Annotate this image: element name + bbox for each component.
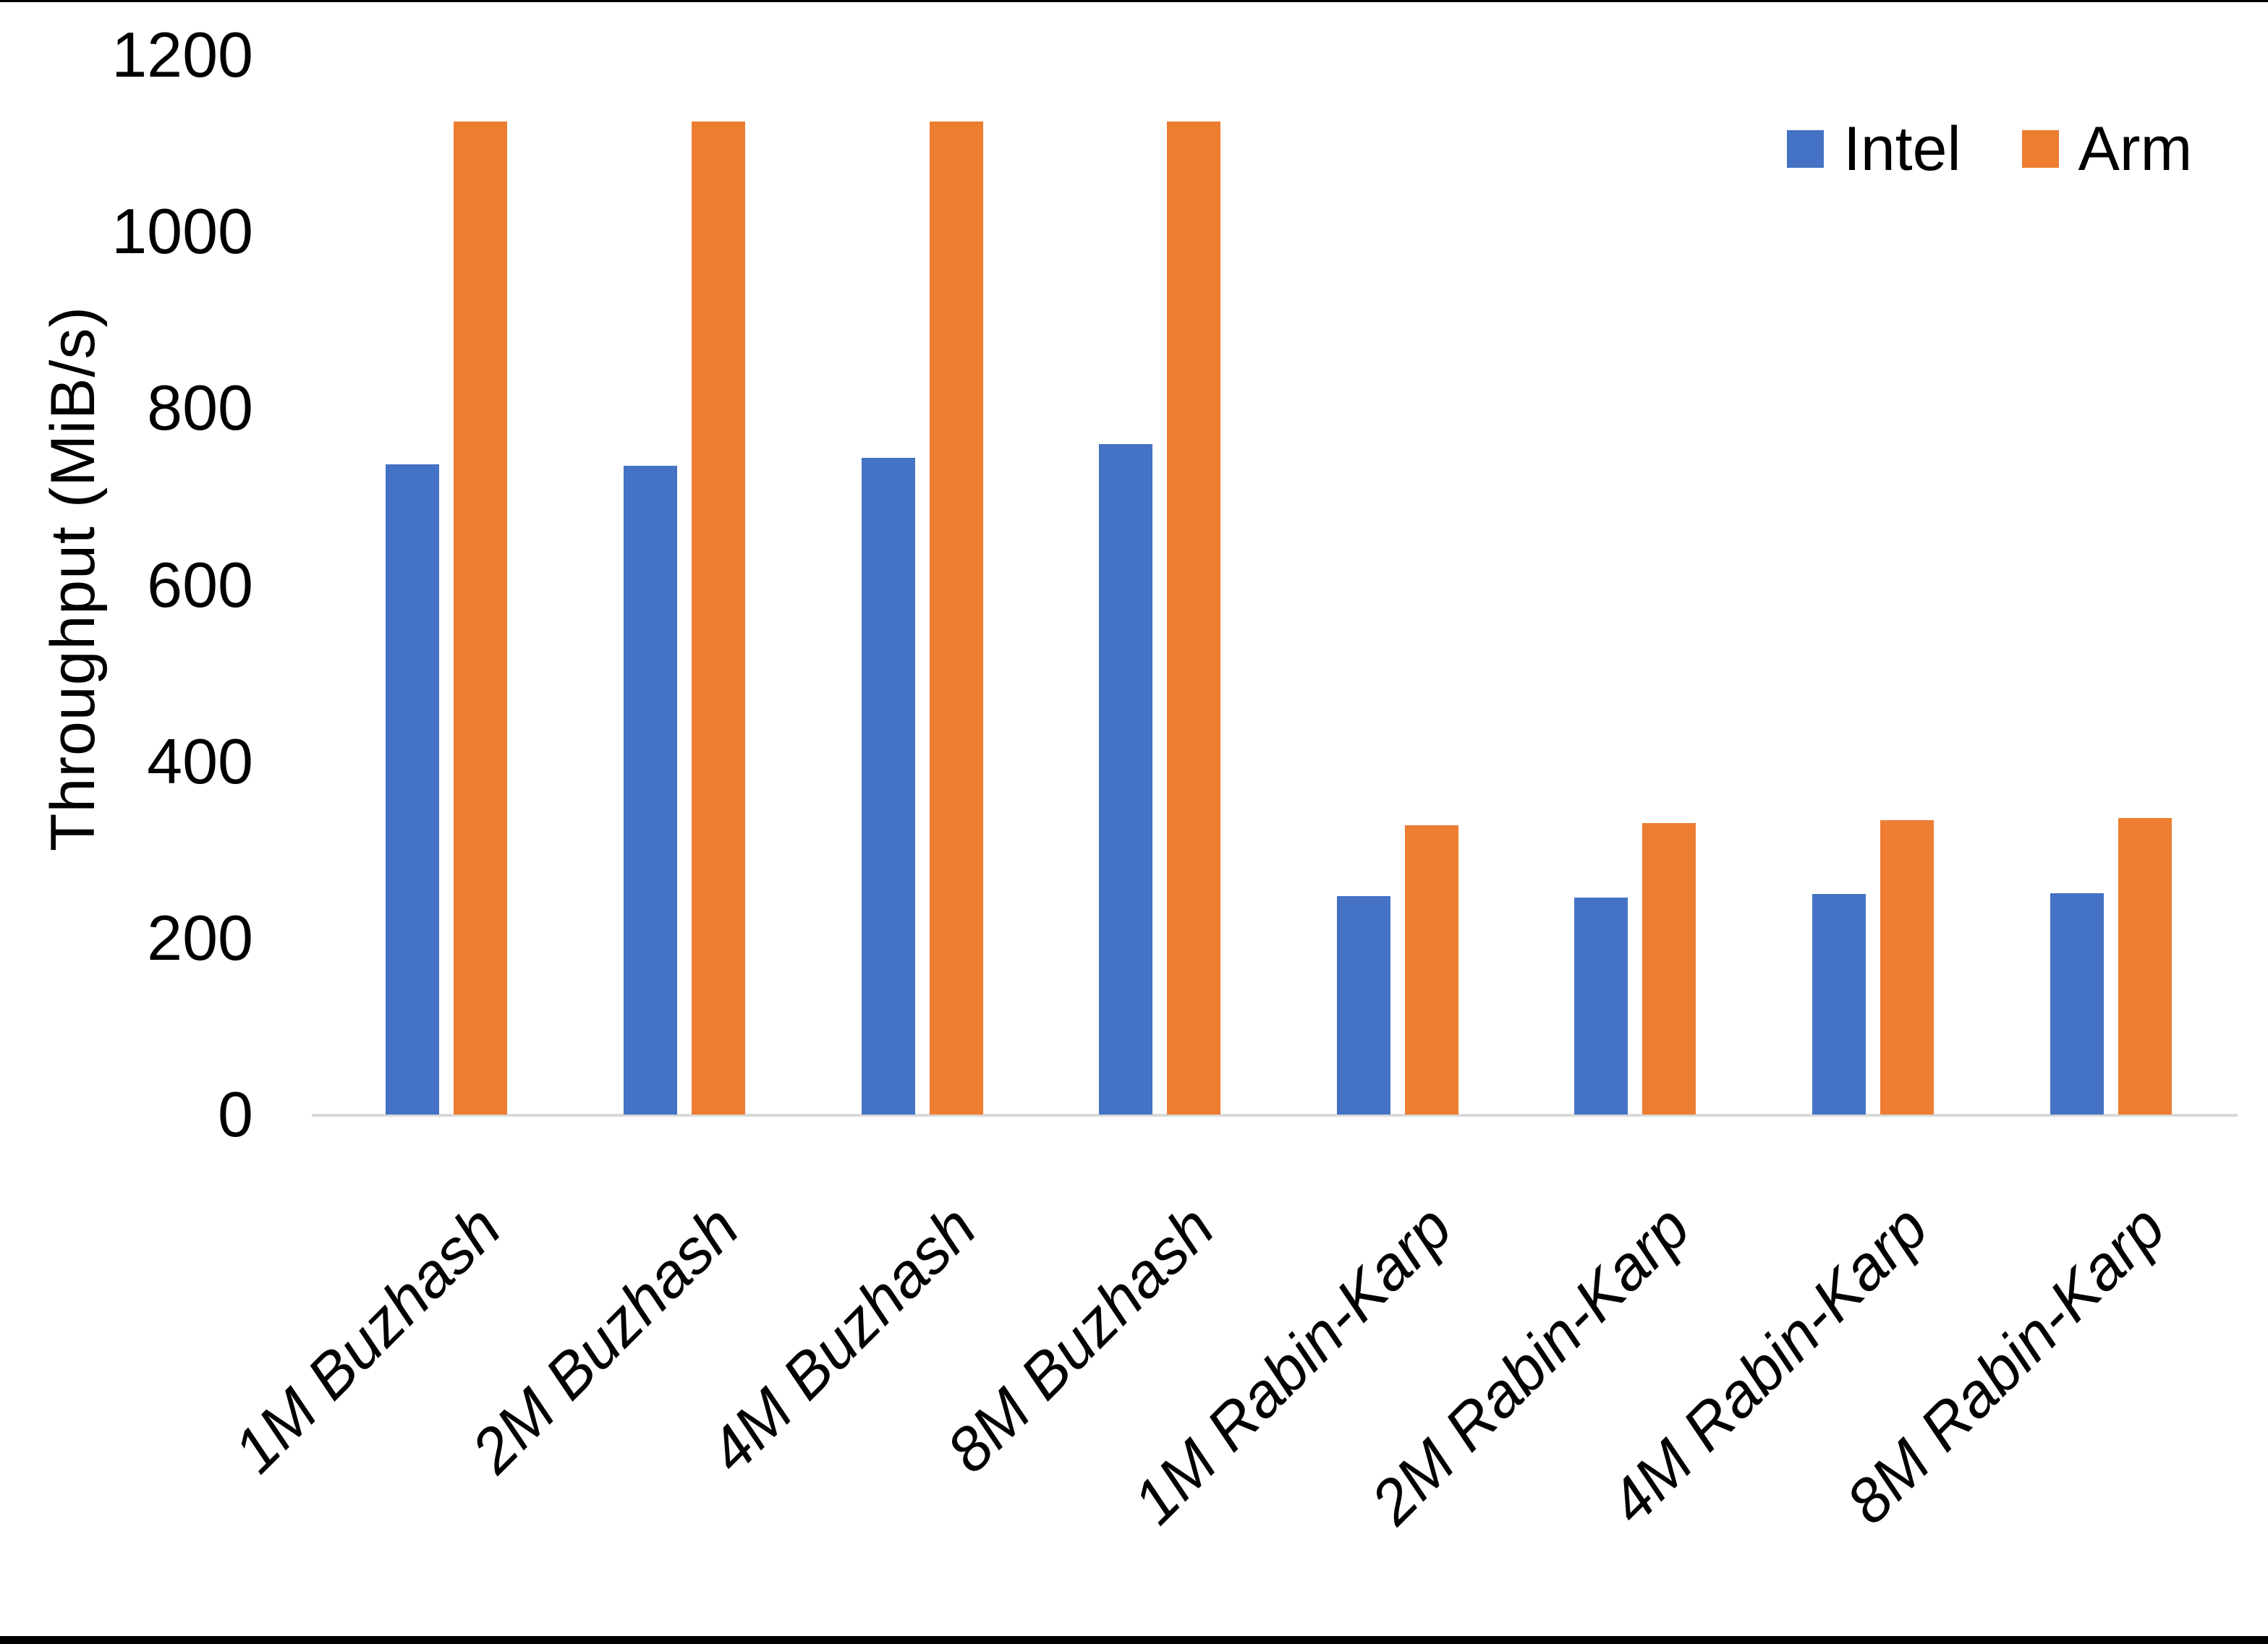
legend-label-intel: Intel (1843, 114, 1961, 184)
legend-label-arm: Arm (2078, 114, 2193, 184)
bar-arm-4m-buzhash (929, 121, 983, 1115)
bar-intel-1m-rabin-karp (1336, 896, 1390, 1115)
y-tick-label-200: 200 (147, 901, 253, 974)
bar-arm-8m-rabin-karp (2118, 817, 2172, 1115)
y-tick-label-0: 0 (218, 1078, 253, 1150)
bar-intel-4m-rabin-karp (1812, 893, 1866, 1115)
legend: Intel Arm (1787, 116, 2192, 182)
bar-intel-1m-buzhash (386, 464, 440, 1115)
legend-swatch-intel (1787, 130, 1824, 168)
y-tick-label-600: 600 (147, 548, 253, 621)
bar-arm-2m-buzhash (691, 121, 745, 1115)
bar-arm-4m-rabin-karp (1880, 820, 1934, 1115)
legend-swatch-arm (2021, 130, 2059, 168)
bar-arm-1m-buzhash (454, 121, 508, 1115)
legend-item-intel: Intel (1787, 116, 1961, 182)
bar-arm-1m-rabin-karp (1404, 825, 1458, 1115)
bar-intel-4m-buzhash (861, 457, 915, 1115)
y-tick-label-400: 400 (147, 725, 253, 797)
bar-intel-8m-rabin-karp (2050, 893, 2104, 1115)
x-axis-line (312, 1114, 2238, 1117)
bar-intel-2m-buzhash (623, 465, 677, 1115)
bar-arm-8m-buzhash (1167, 121, 1221, 1115)
bar-intel-8m-buzhash (1099, 444, 1153, 1115)
bar-intel-2m-rabin-karp (1574, 897, 1628, 1115)
bottom-border-line (0, 1636, 2268, 1644)
bar-arm-2m-rabin-karp (1642, 823, 1696, 1115)
top-border-line (0, 0, 2268, 2)
y-tick-label-1200: 1200 (111, 19, 253, 90)
legend-item-arm: Arm (2021, 114, 2193, 184)
y-tick-label-800: 800 (147, 372, 253, 444)
y-tick-label-1000: 1000 (111, 195, 253, 268)
